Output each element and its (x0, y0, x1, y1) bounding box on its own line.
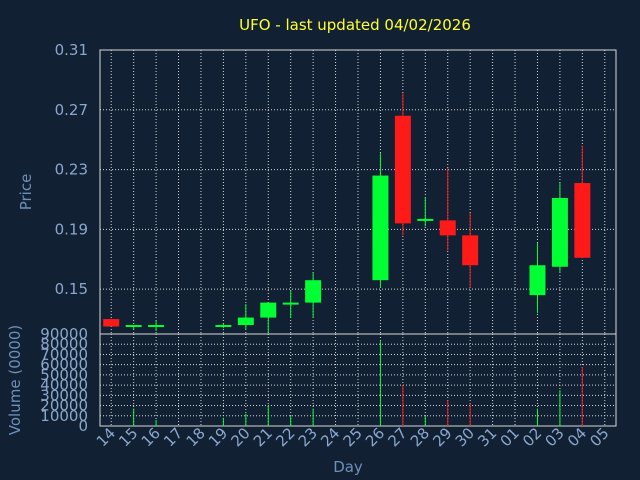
volume-tick-label: 40000 (40, 376, 88, 394)
x-axis-label: Day (333, 458, 363, 476)
price-tick-label: 0.27 (55, 101, 88, 119)
candle-body (305, 280, 322, 303)
candle-body (215, 325, 232, 328)
volume-tick-label: 70000 (40, 345, 88, 363)
volume-tick-label: 10000 (40, 407, 88, 425)
candle-body (237, 317, 254, 326)
price-tick-label: 0.31 (55, 41, 88, 59)
candle-body (372, 175, 389, 281)
candle-body (260, 302, 277, 318)
candle-body (103, 319, 120, 327)
price-axis-label: Price (17, 174, 35, 211)
candle-body (282, 302, 299, 305)
volume-tick-label: 50000 (40, 366, 88, 384)
price-tick-label: 0.19 (55, 220, 88, 238)
candle-body (439, 220, 456, 236)
volume-axis-label: Volume (0000) (6, 325, 24, 435)
volume-tick-label: 90000 (40, 325, 88, 343)
volume-panel-frame (99, 333, 617, 427)
volume-tick-label: 30000 (40, 386, 88, 404)
volume-tick-label: 0 (78, 417, 88, 435)
candle-body (394, 115, 411, 224)
volume-axis-ticks: 9000080000700006000050000400003000020000… (40, 325, 88, 435)
x-axis-ticks: 1415161718192021222324252627282930310102… (93, 424, 613, 450)
volume-grid (100, 333, 616, 427)
candle-body (574, 183, 591, 258)
x-tick-label: 05 (586, 424, 612, 450)
candle-body (125, 325, 142, 328)
candle-body (529, 265, 546, 296)
volume-bars (133, 341, 583, 426)
candle-body (148, 325, 165, 328)
price-tick-label: 0.15 (55, 280, 88, 298)
candle-body (462, 235, 479, 266)
chart-title: UFO - last updated 04/02/2026 (239, 16, 471, 34)
candle-body (417, 218, 434, 221)
candles (103, 93, 591, 333)
volume-tick-label: 20000 (40, 397, 88, 415)
price-tick-label: 0.23 (55, 161, 88, 179)
volume-tick-label: 80000 (40, 335, 88, 353)
price-axis-ticks: 0.31 0.27 0.23 0.19 0.15 (55, 41, 88, 298)
candle-body (551, 197, 568, 267)
volume-tick-label: 60000 (40, 356, 88, 374)
